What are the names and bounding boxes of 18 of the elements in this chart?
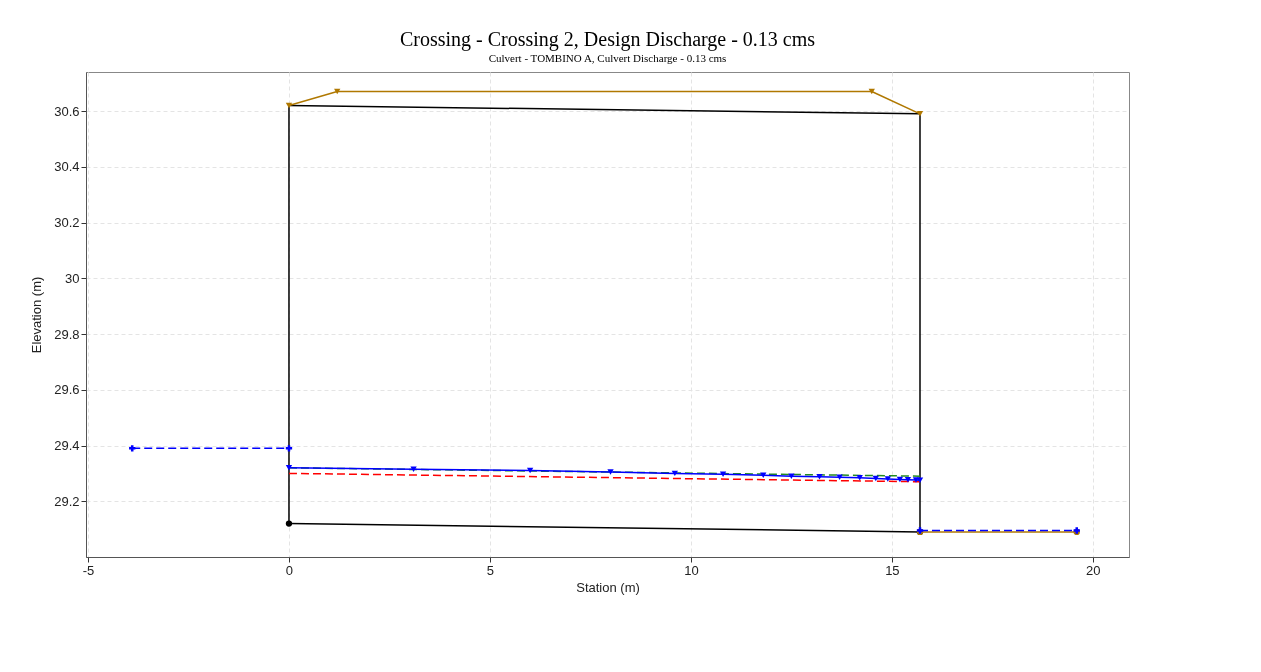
x-tick-label: 0 [285,562,294,578]
x-axis-title: Station (m) [576,579,640,595]
chart-subtitle: Culvert - TOMBINO A, Culvert Discharge - 0.13 cms [488,52,727,64]
y-tick-label: 30.4 [54,159,80,175]
y-tick-label: 30.6 [54,103,80,119]
x-tick-label: 5 [486,562,495,578]
y-tick-label: 30.2 [54,215,80,231]
y-tick-label: 30 [65,270,80,286]
x-tick-label: 10 [684,562,699,578]
x-tick-label: 15 [885,562,900,578]
chart-title: Crossing - Crossing 2, Design Discharge - 0.13 cms [399,28,816,51]
y-tick-label: 29.8 [54,326,80,342]
y-tick-label: 29.4 [54,438,80,454]
y-tick-label: 29.6 [54,382,80,398]
x-tick-label: 20 [1086,562,1101,578]
x-tick-label: -5 [82,562,95,578]
y-axis-title: Elevation (m) [29,276,45,354]
y-tick-label: 29.2 [54,493,80,509]
